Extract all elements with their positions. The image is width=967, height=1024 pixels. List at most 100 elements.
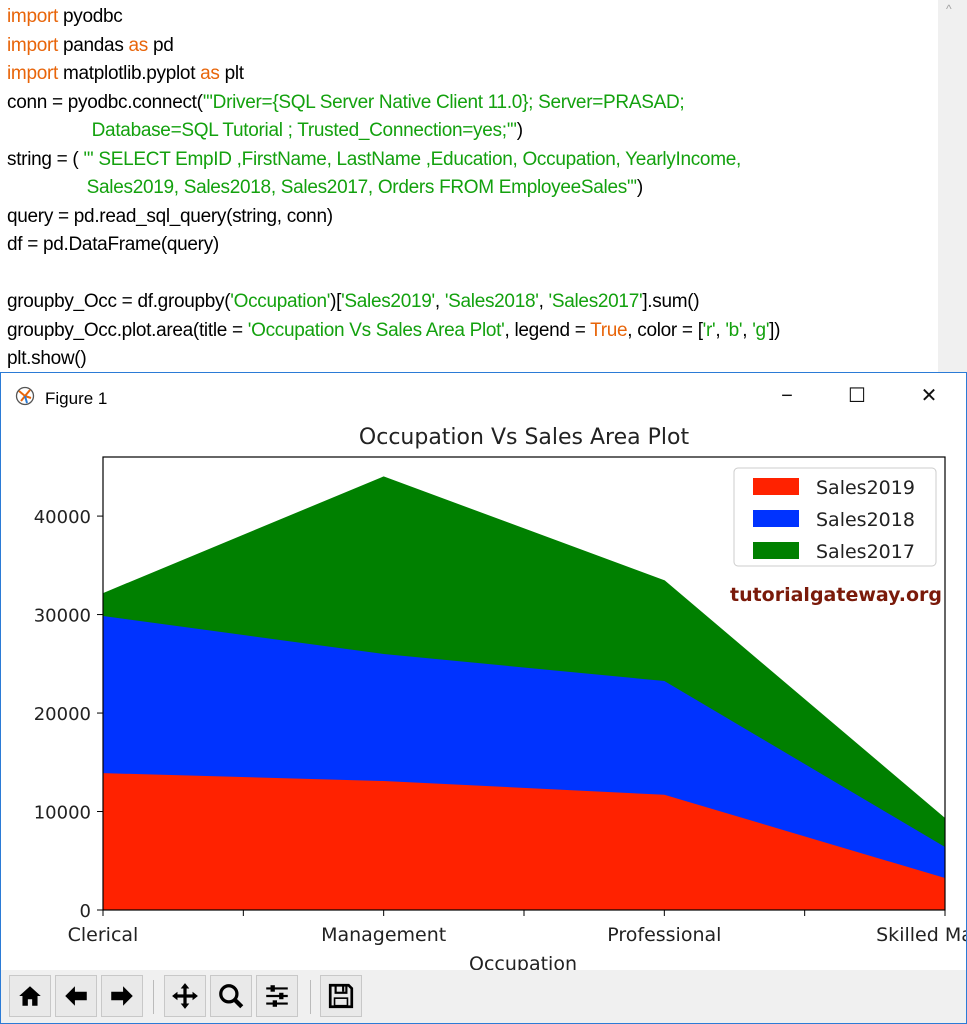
code-text: , <box>715 319 726 341</box>
legend-label: Sales2017 <box>816 541 915 563</box>
figure-window: Figure 1 − ☐ ✕ Occupation Vs Sales Area … <box>0 372 967 1024</box>
code-text: matplotlib.pyplot <box>58 63 201 84</box>
code-string: 'r' <box>702 319 716 341</box>
code-keyword: True <box>590 319 628 341</box>
code-line: Sales2019, Sales2018, Sales2017, Orders … <box>7 176 644 200</box>
code-text: conn = pyodbc.connect( <box>7 91 203 113</box>
code-string: '''Driver={SQL Server Native Client 11.0… <box>202 91 685 113</box>
code-text: groupby_Occ = df.groupby( <box>7 291 231 312</box>
code-line: import matplotlib.pyplot as plt <box>7 62 244 86</box>
scroll-up-icon[interactable]: ^ <box>946 2 952 16</box>
code-text: plt <box>219 63 244 84</box>
x-tick-label: Clerical <box>68 924 139 946</box>
window-title: Figure 1 <box>45 389 108 408</box>
code-text: plt.show() <box>7 348 87 369</box>
home-icon <box>19 986 41 1006</box>
code-text: ) <box>516 120 523 141</box>
legend-swatch <box>753 542 799 559</box>
maximize-button[interactable]: ☐ <box>848 385 866 407</box>
code-text: , <box>742 319 753 341</box>
code-line: query = pd.read_sql_query(string, conn) <box>7 205 333 229</box>
code-string: 'b' <box>725 319 743 341</box>
code-scrollbar[interactable]: ^ <box>938 0 967 372</box>
zoom-icon <box>219 984 244 1009</box>
code-text: df = pd.DataFrame(query) <box>7 234 219 255</box>
forward-arrow-icon <box>111 986 133 1006</box>
home-button[interactable] <box>9 975 51 1017</box>
code-string: 'g' <box>752 319 770 341</box>
code-text: , <box>538 291 549 312</box>
code-string: 'Sales2019' <box>341 291 435 312</box>
code-string: Sales2019, Sales2018, Sales2017, Orders … <box>86 177 638 198</box>
code-line: df = pd.DataFrame(query) <box>7 233 219 257</box>
code-editor[interactable]: import pyodbc import pandas as pd import m… <box>0 0 938 372</box>
code-line: plt.show() <box>7 347 87 371</box>
code-text <box>7 177 87 198</box>
code-keyword: import <box>7 6 58 27</box>
x-tick-label: Skilled Manual <box>876 924 966 946</box>
watermark: tutorialgateway.org <box>730 584 942 606</box>
save-icon <box>328 983 354 1009</box>
code-text: pandas <box>58 34 129 56</box>
code-line: groupby_Occ.plot.area(title = 'Occupatio… <box>7 319 780 343</box>
code-line: string = ( ''' SELECT EmpID ,FirstName, … <box>7 148 741 172</box>
area-Sales2019 <box>103 773 945 910</box>
toolbar-separator <box>153 980 154 1014</box>
area-chart: Occupation Vs Sales Area Plot 0 10000 2000… <box>34 425 966 970</box>
y-tick-label: 0 <box>80 901 91 922</box>
legend-label: Sales2019 <box>816 477 915 499</box>
navigation-toolbar <box>1 970 966 1023</box>
back-arrow-button[interactable] <box>55 975 97 1017</box>
code-text: ]) <box>769 319 781 341</box>
code-string: 'Occupation' <box>230 291 331 312</box>
code-text <box>7 120 92 141</box>
pan-icon <box>172 983 198 1009</box>
chart-title: Occupation Vs Sales Area Plot <box>359 425 690 450</box>
forward-arrow-button[interactable] <box>101 975 143 1017</box>
code-string: 'Sales2017' <box>548 291 643 312</box>
configure-subplots-icon <box>266 985 288 1007</box>
title-bar: Figure 1 − ☐ ✕ <box>1 373 966 419</box>
code-text: ) <box>636 177 643 198</box>
code-text: , <box>434 291 445 312</box>
matplotlib-logo-icon <box>15 386 35 406</box>
x-axis-label: Occupation <box>469 953 577 970</box>
toolbar-separator <box>310 980 311 1014</box>
code-string: ''' SELECT EmpID ,FirstName, LastName ,E… <box>83 148 741 170</box>
legend-swatch <box>753 510 799 527</box>
y-tick-label: 10000 <box>34 803 91 824</box>
y-tick-label: 20000 <box>34 704 91 725</box>
code-line: conn = pyodbc.connect('''Driver={SQL Ser… <box>7 91 685 115</box>
code-keyword: as <box>128 34 149 56</box>
line-Sales2017 <box>102 476 946 820</box>
area-Sales2018 <box>103 616 945 878</box>
code-string: 'Sales2018' <box>444 291 539 312</box>
code-text: )[ <box>330 291 342 312</box>
code-text: , color = [ <box>627 319 703 341</box>
legend: Sales2019 Sales2018 Sales2017 <box>733 467 937 567</box>
code-keyword: import <box>7 63 58 84</box>
x-tick-label: Professional <box>607 924 721 946</box>
code-text: groupby_Occ.plot.area(title = <box>7 319 248 341</box>
pan-button[interactable] <box>164 975 206 1017</box>
code-text: query = pd.read_sql_query(string, conn) <box>7 205 333 227</box>
minimize-button[interactable]: − <box>781 385 793 407</box>
code-text: , legend = <box>504 319 591 341</box>
save-button[interactable] <box>320 975 362 1017</box>
y-tick-label: 30000 <box>34 606 91 627</box>
close-button[interactable]: ✕ <box>920 385 938 407</box>
code-line: import pyodbc <box>7 5 123 29</box>
code-text: pyodbc <box>58 6 123 27</box>
x-tick-label: Management <box>321 924 446 946</box>
code-line: import pandas as pd <box>7 34 174 58</box>
y-tick-label: 40000 <box>34 507 91 528</box>
zoom-button[interactable] <box>210 975 252 1017</box>
area-Sales2017 <box>103 477 945 847</box>
configure-subplots-button[interactable] <box>256 975 298 1017</box>
code-line: Database=SQL Tutorial ; Trusted_Connecti… <box>7 119 523 143</box>
code-text: ].sum() <box>642 291 700 312</box>
code-string: 'Occupation Vs Sales Area Plot' <box>247 319 505 341</box>
back-arrow-icon <box>65 986 87 1006</box>
code-line: groupby_Occ = df.groupby('Occupation')['… <box>7 290 700 314</box>
code-keyword: as <box>200 63 220 84</box>
